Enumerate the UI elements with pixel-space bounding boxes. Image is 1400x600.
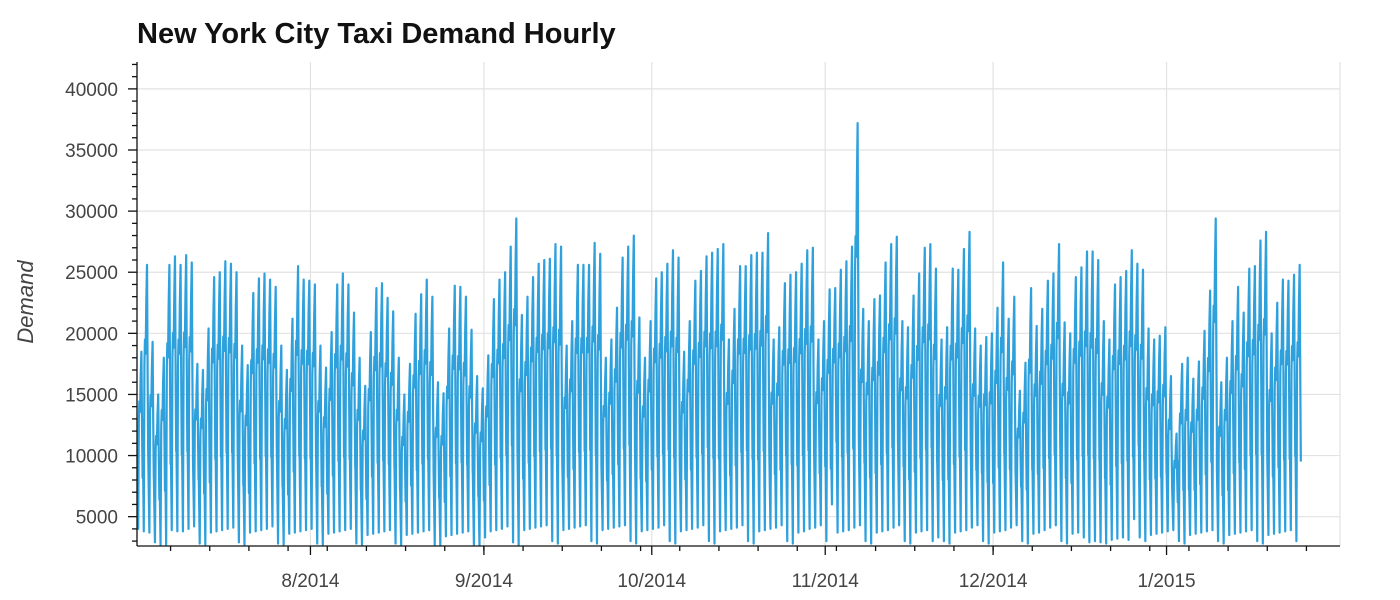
- chart-title: New York City Taxi Demand Hourly: [137, 18, 616, 50]
- y-tick-label: 5000: [76, 508, 118, 529]
- y-tick-label: 20000: [65, 324, 118, 345]
- y-axis-label: Demand: [13, 260, 38, 344]
- x-tick-label: 8/2014: [281, 571, 340, 592]
- y-tick-label: 40000: [65, 80, 118, 101]
- series-group: [137, 122, 1302, 546]
- y-tick-label: 35000: [65, 141, 118, 162]
- series-line-0: [137, 122, 1302, 546]
- x-tick-label: 11/2014: [792, 571, 860, 592]
- y-tick-label: 10000: [65, 447, 118, 468]
- x-tick-label: 10/2014: [617, 571, 686, 592]
- y-tick-label: 30000: [65, 202, 118, 223]
- axes: 5000 10000 15000 20000 25000 30000 35000 40000 8…: [65, 62, 1340, 592]
- y-tick-label: 25000: [65, 263, 118, 284]
- x-tick-label: 12/2014: [959, 571, 1028, 592]
- x-tick-label: 1/2015: [1137, 571, 1195, 592]
- x-tick-label: 9/2014: [455, 571, 514, 592]
- y-tick-label: 15000: [65, 385, 118, 406]
